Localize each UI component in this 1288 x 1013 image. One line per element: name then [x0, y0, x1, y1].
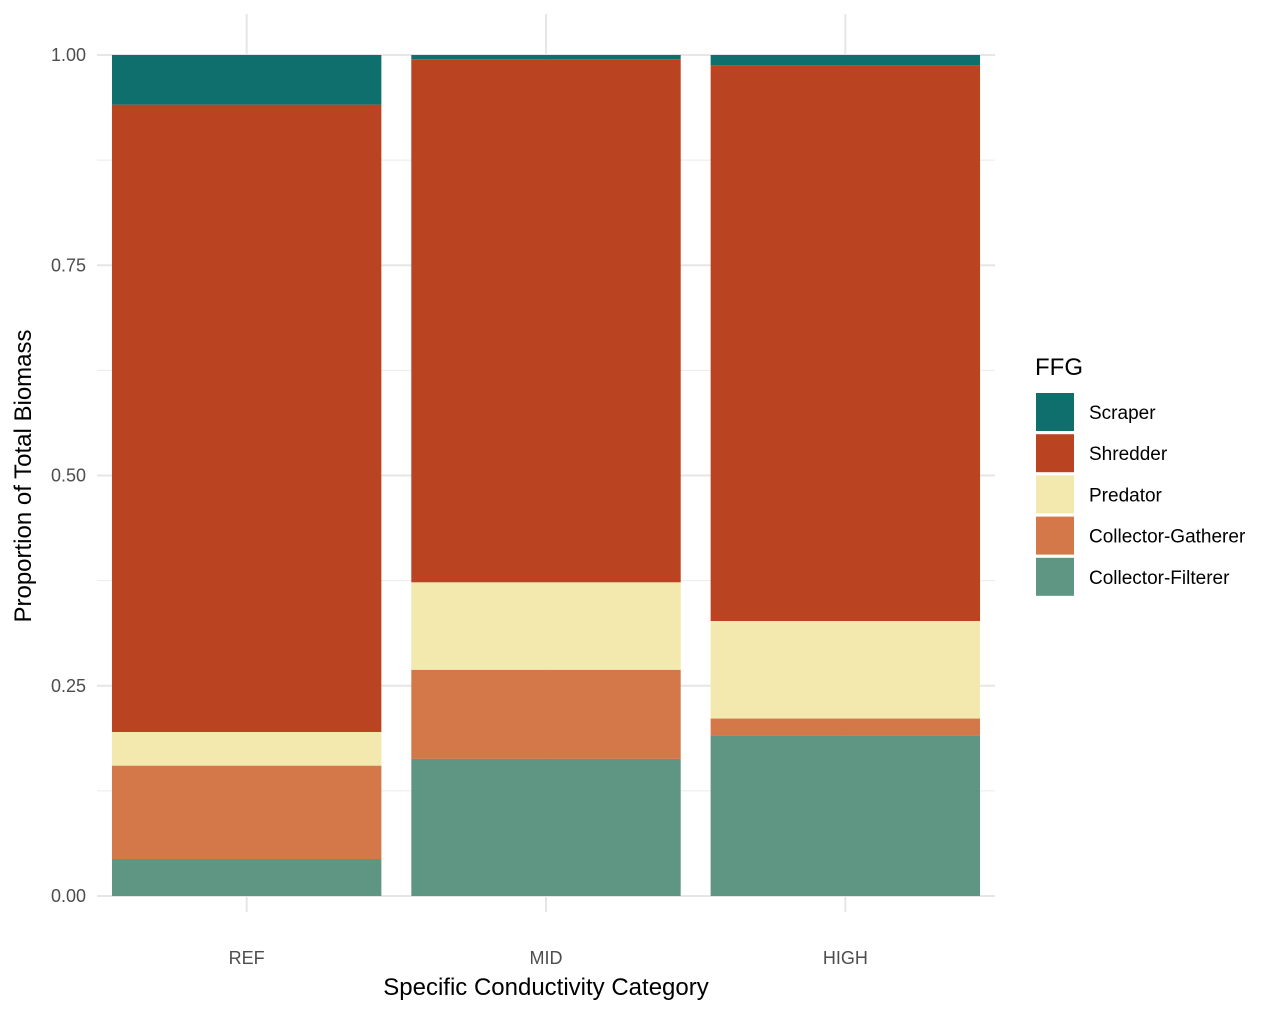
x-axis-ticks: REF MID HIGH: [229, 948, 868, 968]
legend-title: FFG: [1035, 354, 1083, 381]
bar-segment: [710, 620, 981, 719]
bar-segment: [111, 55, 382, 105]
legend-swatch: [1036, 516, 1074, 555]
x-tick-label: MID: [530, 948, 563, 968]
y-tick-label: 0.00: [51, 886, 86, 906]
bar-segment: [710, 735, 981, 896]
y-tick-label: 1.00: [51, 45, 86, 65]
bar-segment: [111, 104, 382, 733]
bar-segment: [111, 732, 382, 766]
legend-label: Predator: [1089, 485, 1163, 506]
bar-segment: [710, 718, 981, 736]
bar-segment: [411, 758, 681, 896]
legend-label: Collector-Filterer: [1089, 568, 1230, 589]
legend: FFG Scraper Shredder Predator Collector-Gat…: [1035, 354, 1246, 596]
legend-label: Shredder: [1089, 444, 1168, 465]
x-tick-label: REF: [229, 948, 265, 968]
bar-segment: [111, 765, 382, 859]
bar-segment: [411, 59, 681, 583]
legend-swatch: [1036, 475, 1074, 514]
legend-swatch: [1036, 393, 1074, 431]
y-tick-label: 0.25: [51, 676, 86, 696]
bar-segment: [411, 55, 681, 60]
legend-label: Scraper: [1089, 403, 1156, 424]
x-axis-title: Specific Conductivity Category: [383, 974, 708, 1001]
y-tick-label: 0.50: [51, 466, 86, 486]
legend-swatch: [1036, 557, 1074, 596]
bar-segment: [411, 669, 681, 759]
bar-segment: [411, 582, 681, 670]
bar-segment: [710, 55, 981, 66]
legend-swatch: [1036, 434, 1074, 473]
bar-segment: [111, 858, 382, 896]
bar-segment: [710, 65, 981, 621]
y-axis-ticks: 0.00 0.25 0.50 0.75 1.00: [51, 45, 86, 906]
y-tick-label: 0.75: [51, 255, 86, 275]
bars: [111, 55, 981, 896]
y-axis-title: Proportion of Total Biomass: [10, 329, 37, 622]
x-tick-label: HIGH: [823, 948, 868, 968]
legend-label: Collector-Gatherer: [1089, 527, 1246, 548]
